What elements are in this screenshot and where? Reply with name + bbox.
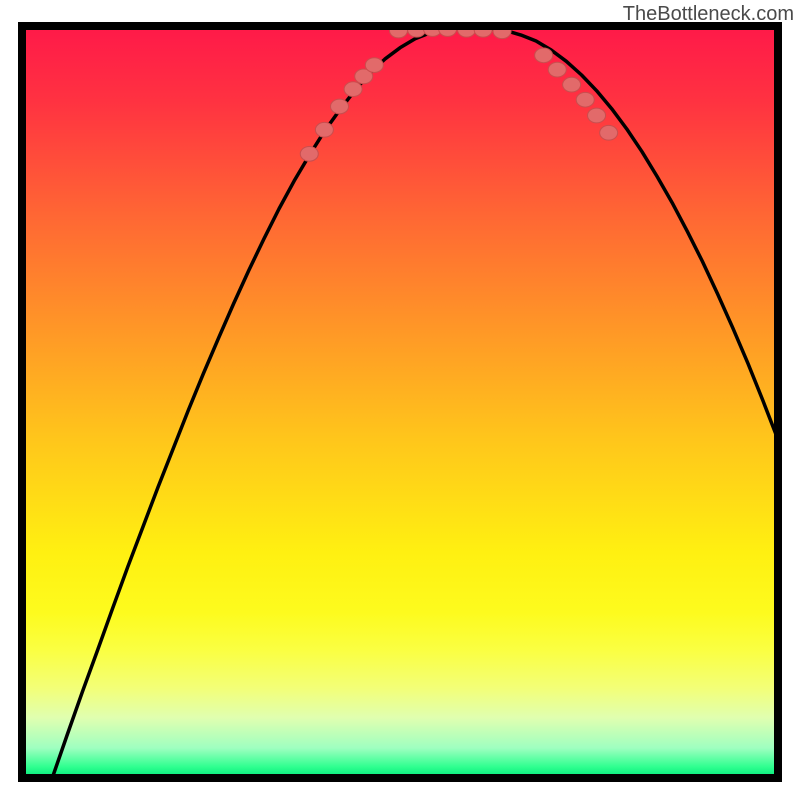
curve-marker — [548, 62, 566, 77]
chart-background-gradient — [22, 26, 778, 778]
curve-marker — [365, 58, 383, 73]
curve-marker — [563, 77, 581, 92]
curve-marker — [588, 108, 606, 123]
bottleneck-curve-chart — [0, 0, 800, 800]
curve-marker — [600, 125, 618, 140]
curve-marker — [576, 92, 594, 107]
curve-marker — [300, 146, 318, 161]
chart-container: TheBottleneck.com — [0, 0, 800, 800]
curve-marker — [344, 82, 362, 97]
watermark-text: TheBottleneck.com — [623, 4, 794, 24]
curve-marker — [535, 48, 553, 63]
curve-marker — [331, 99, 349, 114]
curve-marker — [315, 122, 333, 137]
